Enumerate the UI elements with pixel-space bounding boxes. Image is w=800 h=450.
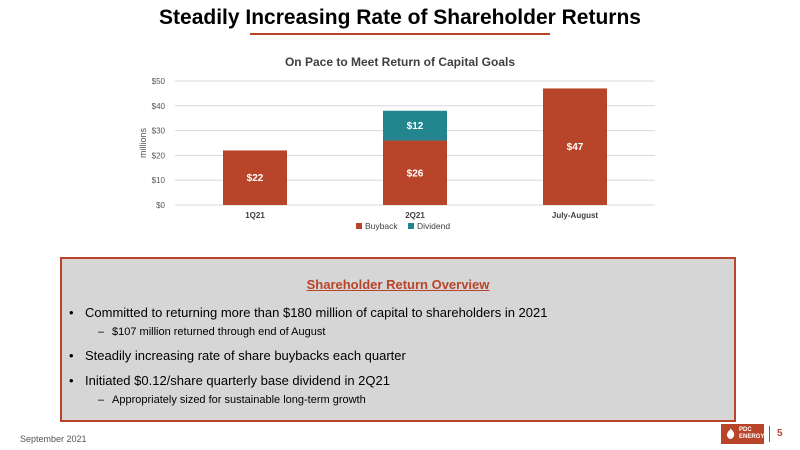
company-logo: PDC ENERGY: [721, 424, 764, 444]
dash-marker: –: [98, 394, 105, 406]
flame-icon: [726, 428, 735, 439]
data-label: $22: [247, 173, 264, 184]
y-tick-label: $0: [156, 201, 165, 210]
footer-date: September 2021: [20, 434, 87, 444]
logo-line-2: ENERGY: [739, 434, 765, 440]
y-tick-label: $10: [152, 176, 166, 185]
x-tick-label: July-August: [552, 211, 599, 220]
data-label: $47: [567, 142, 584, 153]
page-number: 5: [777, 428, 783, 439]
bullet-commitment: • Committed to returning more than $180 m…: [69, 305, 547, 320]
bar-chart: $0 $10 $20 $30 $40 $50 $22 $26 $12 $47 1Q21 2Q21 J…: [138, 77, 655, 231]
bullet-marker: •: [69, 348, 74, 363]
bar-buyback: [383, 140, 447, 205]
sub-bullet-returned: – $107 million returned through end of Au…: [98, 326, 325, 338]
dash-marker: –: [98, 326, 105, 338]
legend-swatch: [356, 223, 362, 229]
bar-dividend: [383, 110, 447, 141]
sub-bullet-text: $107 million returned through end of Aug…: [112, 326, 326, 338]
data-label: $12: [407, 121, 424, 132]
bar-buyback: [543, 88, 607, 205]
logo-line-1: PDC: [739, 427, 752, 433]
overview-panel: Shareholder Return Overview • Committed t…: [60, 257, 736, 422]
x-tick-label: 2Q21: [405, 211, 425, 220]
legend-swatch: [408, 223, 414, 229]
slide-title: Steadily Increasing Rate of Shareholder …: [159, 6, 641, 29]
bullet-dividend: • Initiated $0.12/share quarterly base di…: [69, 373, 390, 388]
chart-y-ticks: $0 $10 $20 $30 $40 $50: [152, 77, 166, 210]
y-tick-label: $40: [152, 102, 166, 111]
chart-bars: $22 $26 $12 $47: [223, 88, 607, 205]
chart-legend: Buyback Dividend: [356, 221, 450, 231]
bullet-marker: •: [69, 305, 74, 320]
bullet-buybacks: • Steadily increasing rate of share buyba…: [69, 348, 406, 363]
y-axis-label: millions: [138, 128, 148, 159]
y-tick-label: $30: [152, 127, 166, 136]
bar-buyback: [223, 150, 287, 205]
chart-title: On Pace to Meet Return of Capital Goals: [284, 55, 516, 69]
chart-x-ticks: 1Q21 2Q21 July-August: [245, 211, 598, 220]
sub-bullet-text: Appropriately sized for sustainable long…: [112, 394, 366, 406]
data-label: $26: [407, 168, 424, 179]
bullet-text: Steadily increasing rate of share buybac…: [85, 348, 406, 363]
bullet-text: Committed to returning more than $180 mi…: [85, 305, 548, 320]
sub-bullet-sizing: – Appropriately sized for sustainable lon…: [98, 394, 366, 406]
legend-label: Dividend: [417, 221, 450, 231]
y-tick-label: $20: [152, 151, 166, 160]
bullet-text: Initiated $0.12/share quarterly base div…: [85, 373, 390, 388]
footer-divider: [769, 426, 770, 442]
legend-label: Buyback: [365, 221, 398, 231]
overview-title: Shareholder Return Overview: [306, 277, 490, 292]
y-tick-label: $50: [152, 77, 166, 86]
x-tick-label: 1Q21: [245, 211, 265, 220]
title-underline: [250, 33, 550, 35]
bullet-marker: •: [69, 373, 74, 388]
